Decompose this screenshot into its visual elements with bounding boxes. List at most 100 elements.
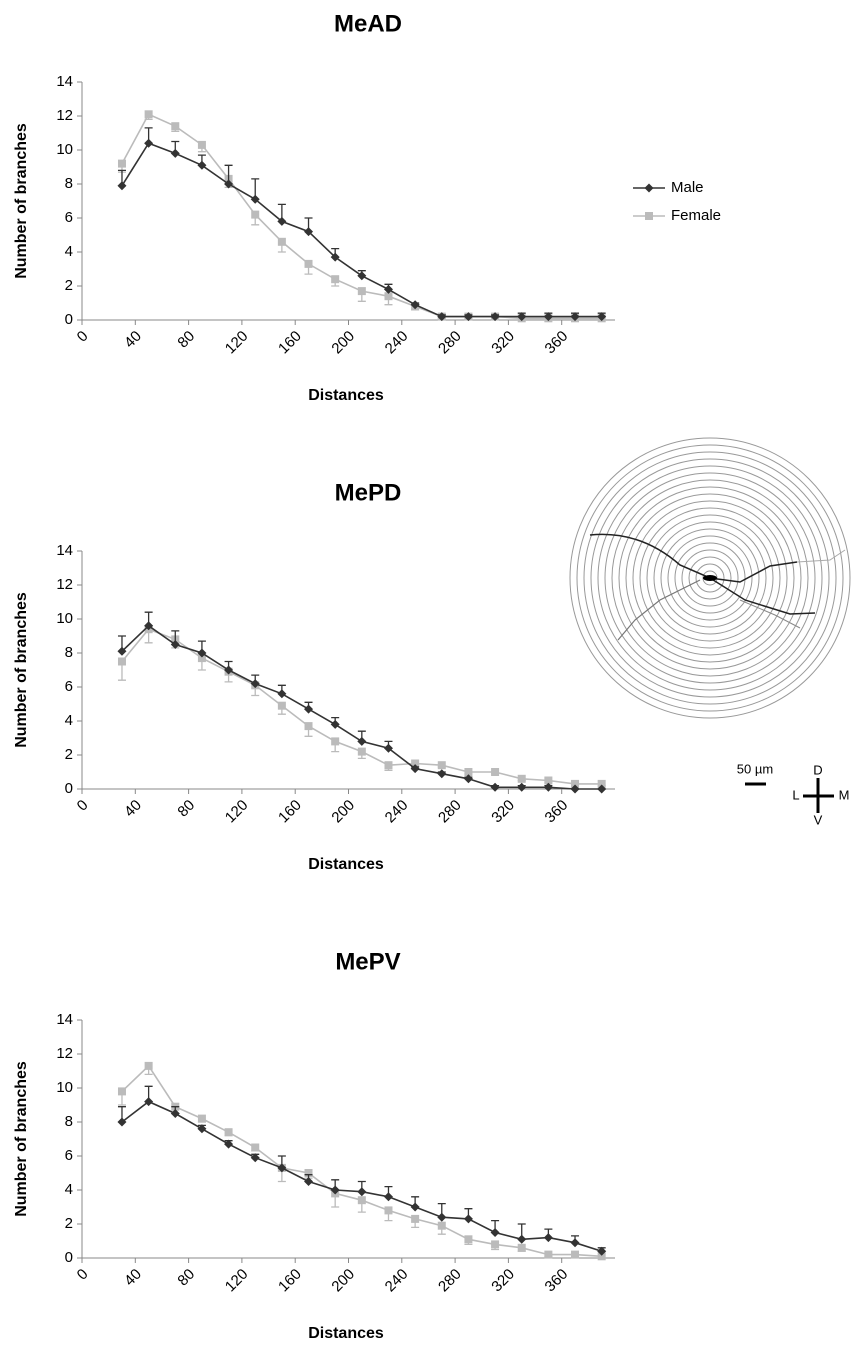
x-tick-label: 160 [275, 797, 305, 827]
y-tick-label: 8 [65, 1113, 73, 1130]
marker [224, 179, 234, 189]
marker [277, 701, 286, 710]
marker [117, 181, 127, 191]
ring [590, 458, 830, 698]
marker [517, 1234, 527, 1244]
y-tick-label: 0 [65, 1249, 73, 1266]
chart-title: MeAD [334, 10, 402, 37]
ring [681, 549, 739, 607]
y-tick-label: 12 [56, 107, 73, 124]
marker [491, 1240, 500, 1249]
marker [277, 237, 286, 246]
marker [357, 736, 367, 746]
marker [384, 1206, 393, 1215]
ring [660, 528, 760, 628]
x-tick-label: 40 [121, 797, 145, 821]
legend-label: Male [671, 179, 704, 196]
x-tick-label: 0 [74, 328, 92, 346]
ring [639, 507, 781, 649]
y-tick-label: 4 [65, 1181, 73, 1198]
marker [277, 1163, 287, 1173]
marker [357, 271, 367, 281]
x-tick-label: 320 [488, 797, 518, 827]
marker [597, 784, 607, 794]
marker [357, 1187, 367, 1197]
compass-label: V [814, 812, 823, 827]
x-tick-label: 200 [328, 797, 358, 827]
dendrite [617, 579, 701, 641]
y-tick-label: 2 [65, 277, 73, 294]
ring [569, 437, 851, 719]
marker [411, 759, 420, 768]
marker [330, 252, 340, 262]
y-tick-label: 8 [65, 175, 73, 192]
marker [224, 1128, 233, 1137]
marker [170, 148, 180, 158]
marker [170, 640, 180, 649]
marker [490, 1228, 500, 1237]
marker [383, 743, 393, 753]
marker [383, 284, 393, 294]
marker [517, 782, 527, 792]
marker [490, 782, 500, 792]
marker [463, 312, 473, 322]
x-tick-label: 80 [174, 1266, 198, 1290]
series-line [121, 624, 602, 790]
ring [653, 521, 767, 635]
x-tick-label: 120 [222, 797, 252, 827]
y-tick-label: 10 [56, 141, 73, 158]
marker [490, 312, 500, 322]
marker [197, 1114, 206, 1123]
marker [645, 212, 653, 220]
y-tick-label: 8 [65, 644, 73, 661]
marker [304, 1177, 314, 1186]
sholl-diagram: 50 µm D V L M [569, 437, 851, 827]
series-line [121, 1100, 602, 1252]
x-tick-label: 240 [382, 797, 412, 827]
marker [197, 654, 206, 663]
marker [144, 1097, 154, 1107]
marker [410, 300, 420, 310]
marker [117, 646, 127, 656]
marker [224, 1139, 234, 1149]
marker [170, 1109, 180, 1118]
x-axis-label: Distances [308, 856, 384, 873]
x-tick-label: 40 [121, 328, 145, 352]
x-tick-label: 320 [488, 328, 518, 358]
ring [625, 493, 795, 663]
marker [437, 761, 446, 770]
marker [597, 1252, 606, 1261]
marker [330, 1185, 340, 1195]
marker [277, 689, 287, 699]
x-axis-label: Distances [308, 387, 384, 404]
marker [571, 1250, 580, 1259]
marker [437, 769, 447, 779]
y-tick-label: 0 [65, 780, 73, 797]
series-line [121, 1064, 602, 1258]
marker [117, 159, 126, 168]
marker [117, 1117, 127, 1127]
marker [384, 761, 393, 770]
x-tick-label: 360 [542, 797, 572, 827]
y-tick-label: 6 [65, 678, 73, 695]
marker [117, 1087, 126, 1096]
dendrite [796, 549, 846, 563]
marker [197, 160, 207, 170]
marker [224, 665, 234, 675]
x-tick-label: 120 [222, 328, 252, 358]
marker [543, 312, 553, 322]
y-tick-label: 12 [56, 576, 73, 593]
y-tick-label: 4 [65, 243, 73, 260]
marker [571, 779, 580, 788]
x-tick-label: 40 [121, 1266, 145, 1290]
marker [597, 1246, 607, 1256]
y-tick-label: 2 [65, 1215, 73, 1232]
marker [544, 776, 553, 785]
marker [304, 227, 314, 237]
ring [597, 465, 823, 691]
ring [674, 542, 746, 614]
y-axis-label: Number of branches [13, 592, 30, 748]
marker [197, 140, 206, 149]
x-tick-label: 200 [328, 1266, 358, 1296]
